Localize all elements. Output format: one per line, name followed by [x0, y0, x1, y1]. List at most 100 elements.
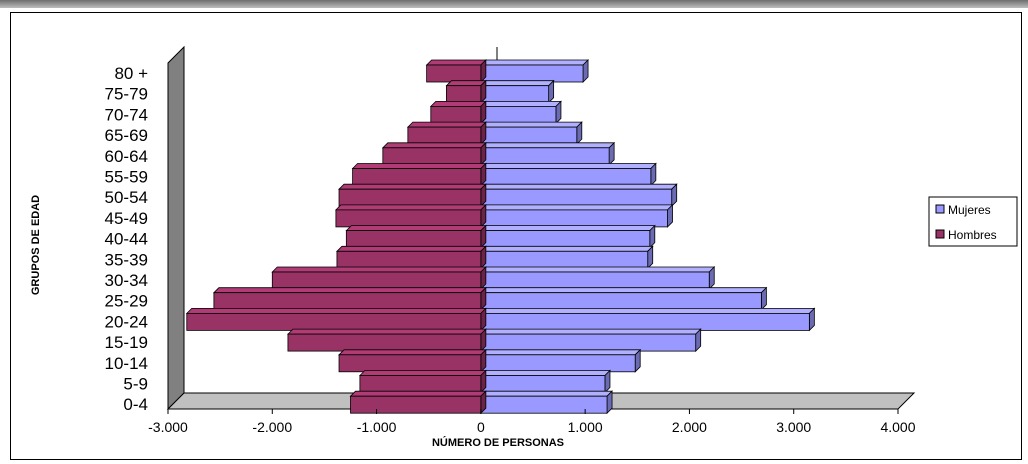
bar-front-face: [446, 85, 482, 104]
bar-hombres-5: [351, 162, 487, 187]
legend: Mujeres Hombres: [928, 196, 1018, 247]
bar-top-face: [479, 328, 702, 335]
bar-top-face: [479, 266, 716, 273]
bar-hombres-7: [334, 203, 487, 228]
x-tick-label: 2.000: [672, 419, 707, 435]
bar-hombres-2: [429, 100, 487, 125]
bar-top-face: [479, 245, 654, 252]
bar-mujeres-3: [479, 121, 583, 146]
bar-mujeres-5: [479, 162, 657, 187]
bar-top-face: [334, 204, 487, 211]
bar-mujeres-1: [479, 79, 555, 104]
legend-swatch-mujeres: [935, 204, 945, 214]
bar-front-face: [382, 147, 482, 166]
bar-front-face: [480, 168, 652, 186]
bar-hombres-16: [349, 390, 487, 415]
bar-mujeres-0: [479, 59, 590, 83]
bar-top-face: [479, 370, 611, 376]
bar-front-face: [345, 230, 482, 249]
bar-top-face: [479, 101, 562, 107]
bar-front-face: [338, 188, 482, 207]
bar-front-face: [480, 64, 584, 83]
category-label: 65-69: [105, 126, 148, 145]
x-tick-label: -1.000: [357, 419, 397, 435]
bar-mujeres-14: [479, 348, 642, 373]
bar-front-face: [480, 292, 762, 311]
bar-top-face: [479, 307, 816, 314]
bar-front-face: [480, 188, 673, 207]
bar-top-face: [479, 287, 768, 294]
bar-front-face: [480, 250, 649, 269]
category-label: 35-39: [105, 250, 148, 269]
bar-front-face: [480, 333, 697, 352]
bar-top-face: [406, 121, 487, 128]
bar-front-face: [480, 85, 550, 104]
bar-top-face: [425, 59, 487, 66]
bar-top-face: [338, 349, 487, 356]
bar-top-face: [351, 163, 487, 169]
bar-top-face: [212, 287, 487, 294]
bar-front-face: [213, 292, 482, 311]
bar-hombres-12: [185, 307, 487, 332]
bar-hombres-3: [406, 121, 487, 146]
bar-front-face: [480, 230, 651, 249]
bar-hombres-13: [286, 328, 487, 353]
bar-top-face: [271, 266, 487, 273]
bar-top-face: [479, 225, 656, 232]
bar-hombres-8: [345, 224, 487, 249]
bar-top-face: [479, 80, 555, 87]
category-label: 60-64: [105, 147, 148, 166]
legend-swatch-hombres: [935, 229, 945, 239]
bar-hombres-14: [338, 348, 487, 373]
bar-mujeres-11: [479, 286, 768, 311]
bar-top-face: [429, 101, 487, 107]
bar-hombres-15: [358, 369, 487, 394]
bar-top-face: [335, 245, 487, 252]
bar-top-face: [479, 349, 642, 356]
bar-front-face: [352, 168, 482, 186]
bar-hombres-9: [335, 245, 487, 270]
bar-hombres-6: [338, 183, 487, 208]
bar-top-face: [479, 204, 674, 211]
legend-label-mujeres: Mujeres: [948, 203, 991, 217]
x-tick-labels: -3.000 -2.000 -1.000 0 1.000 2.000 3.000 4.000: [148, 409, 916, 435]
category-label: 10-14: [105, 354, 148, 373]
bar-front-face: [480, 271, 710, 290]
bar-top-face: [479, 121, 583, 128]
category-label: 25-29: [105, 292, 148, 311]
bar-front-face: [430, 106, 482, 124]
bar-hombres-0: [425, 59, 487, 83]
bar-top-face: [345, 225, 487, 232]
bar-hombres-4: [381, 141, 487, 166]
x-tick-label: 0: [477, 419, 485, 435]
x-tick-label: -2.000: [252, 419, 292, 435]
category-label: 40-44: [105, 230, 148, 249]
bar-mujeres-2: [479, 100, 562, 125]
category-label: 75-79: [105, 85, 148, 104]
category-label: 0-4: [123, 395, 148, 414]
bar-front-face: [287, 333, 482, 352]
bar-front-face: [336, 250, 482, 269]
bar-mujeres-16: [479, 390, 614, 415]
bar-front-face: [480, 312, 810, 331]
bar-hombres-10: [271, 266, 487, 290]
bar-front-face: [480, 147, 610, 166]
x-tick-label: -3.000: [148, 419, 188, 435]
bar-mujeres-4: [479, 141, 616, 166]
bar-top-face: [445, 80, 487, 87]
x-tick-label: 3.000: [776, 419, 811, 435]
bar-front-face: [480, 354, 636, 373]
category-label: 5-9: [123, 375, 148, 394]
bars-group: [185, 59, 816, 415]
bar-top-face: [381, 142, 487, 149]
bar-front-face: [271, 271, 482, 290]
bar-top-face: [479, 183, 678, 190]
x-tick-label: 4.000: [880, 419, 915, 435]
bar-front-face: [480, 106, 557, 124]
bar-top-face: [479, 142, 616, 149]
bar-front-face: [335, 209, 482, 228]
bar-front-face: [480, 126, 578, 145]
x-tick-label: 1.000: [568, 419, 603, 435]
category-label: 30-34: [105, 271, 148, 290]
